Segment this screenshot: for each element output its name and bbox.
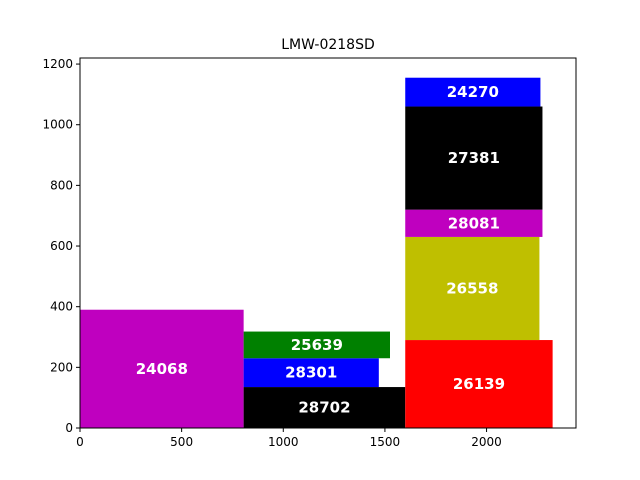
- y-tick-label: 400: [50, 300, 73, 314]
- rect-26139: [405, 340, 553, 428]
- rects-layer: [80, 77, 553, 428]
- x-tick-label: 500: [170, 435, 193, 449]
- x-tick-label: 0: [76, 435, 84, 449]
- rect-label-26139: 26139: [453, 375, 505, 393]
- y-axis: 0 200 400 600 800 1000 1200: [42, 57, 80, 435]
- rect-27381: [405, 106, 543, 210]
- chart-title: LMW-0218SD: [281, 37, 375, 53]
- rect-label-25639: 25639: [291, 336, 343, 354]
- rect-label-26558: 26558: [446, 279, 498, 297]
- y-tick-label: 0: [65, 421, 73, 435]
- rect-28301: [243, 358, 379, 388]
- rect-24270: [405, 77, 541, 107]
- rect-24068: [80, 309, 244, 428]
- x-axis: 0 500 1000 1500 2000: [76, 428, 502, 449]
- y-tick-label: 200: [50, 360, 73, 374]
- rect-labels-layer: 24068 28702 28301 25639 26139 26558 28081 27381…: [136, 83, 505, 416]
- y-tick-label: 1200: [42, 57, 73, 71]
- plot-frame: [79, 57, 577, 429]
- y-tick-label: 600: [50, 239, 73, 253]
- y-tick-label: 800: [50, 178, 73, 192]
- rect-label-28301: 28301: [285, 364, 337, 382]
- rect-25639: [243, 331, 390, 359]
- rect-28702: [243, 387, 406, 428]
- rect-label-24270: 24270: [447, 83, 499, 101]
- y-tick-label: 1000: [42, 118, 73, 132]
- x-tick-label: 1500: [370, 435, 401, 449]
- rect-label-24068: 24068: [136, 360, 188, 378]
- x-tick-label: 2000: [471, 435, 502, 449]
- x-tick-label: 1000: [268, 435, 299, 449]
- rect-label-28081: 28081: [448, 214, 500, 232]
- rect-label-28702: 28702: [298, 399, 350, 417]
- rect-label-27381: 27381: [448, 149, 500, 167]
- rect-28081: [405, 209, 543, 237]
- rect-26558: [405, 236, 540, 341]
